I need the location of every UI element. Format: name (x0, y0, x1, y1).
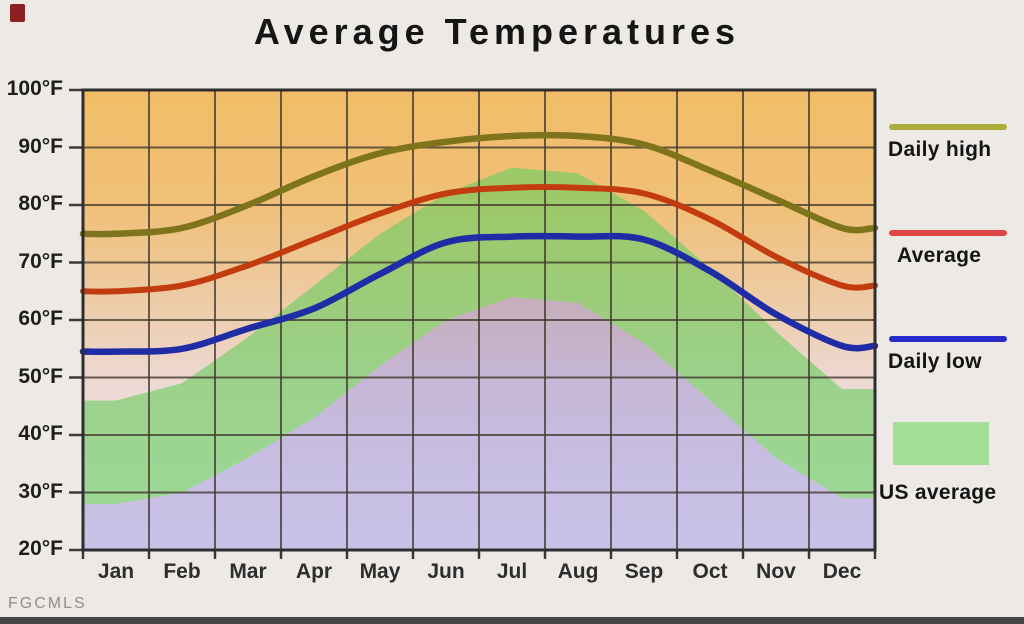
x-axis-label: Oct (692, 560, 728, 583)
y-axis-label: 50°F (18, 364, 63, 388)
daily-high-legend-swatch (889, 124, 1007, 130)
y-axis-label: 80°F (18, 192, 63, 215)
chart-title: Average Temperatures (253, 11, 741, 52)
y-axis-label: 90°F (18, 134, 63, 158)
plot-border (81, 88, 877, 552)
us-average-legend-label: US average (879, 481, 997, 504)
series-average-line (80, 184, 878, 295)
corner-logo-mark (10, 4, 25, 22)
y-axis-label: 60°F (18, 307, 63, 330)
x-axis-label: Jul (496, 560, 528, 583)
bottom-bar (0, 617, 1024, 624)
x-axis-label: Sep (624, 560, 664, 583)
daily-low-legend-label: Daily low (888, 350, 982, 373)
daily-high-legend-label: Daily high (888, 138, 992, 161)
average-legend-swatch (889, 230, 1007, 236)
x-axis-label: May (359, 560, 401, 583)
y-axis-label: 100°F (6, 77, 63, 100)
x-axis-label: Apr (295, 560, 333, 583)
watermark: FGCMLS (8, 595, 87, 612)
y-axis-label: 20°F (18, 537, 63, 560)
average-legend-label: Average (897, 244, 982, 267)
x-axis-label: Feb (163, 560, 201, 583)
x-axis-label: Nov (756, 560, 796, 583)
series-daily-low-line (79, 232, 879, 356)
series-daily-high-line (79, 131, 879, 238)
y-axis-label: 40°F (18, 422, 63, 445)
daily-low-legend-swatch (889, 336, 1007, 342)
x-axis-label: Jan (97, 560, 135, 583)
x-axis-label: Dec (822, 560, 862, 583)
us-average-legend-swatch (893, 422, 989, 465)
y-axis-label: 70°F (18, 249, 63, 273)
x-axis-label: Mar (229, 560, 267, 583)
y-axis-label: 30°F (18, 479, 63, 503)
x-axis-label: Aug (557, 560, 599, 583)
x-axis-label: Jun (427, 560, 465, 583)
